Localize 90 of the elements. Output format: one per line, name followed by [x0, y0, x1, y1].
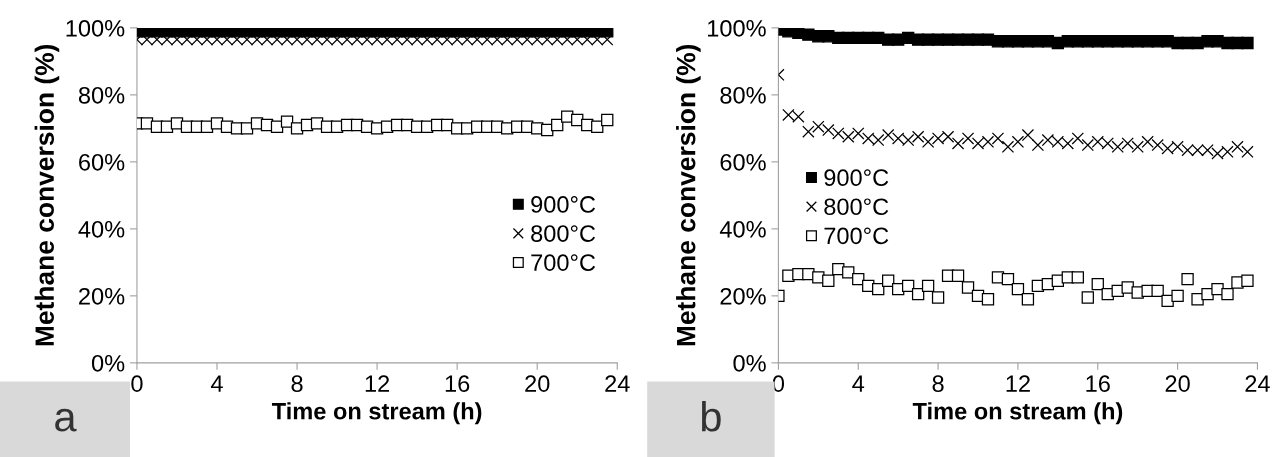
point — [1071, 132, 1084, 145]
x-tick-label: 20 — [1165, 375, 1190, 393]
point — [921, 279, 935, 292]
x-tick-label: 24 — [1245, 375, 1270, 392]
point — [882, 274, 895, 287]
point — [911, 130, 925, 143]
point — [872, 282, 885, 296]
point — [1241, 36, 1254, 50]
point — [901, 279, 915, 292]
legend-label: 800°C — [824, 198, 889, 216]
point — [802, 125, 815, 138]
y-tick-label: 80% — [720, 86, 766, 104]
point — [1031, 138, 1045, 152]
legend-label: 900°C — [824, 169, 889, 187]
point — [842, 130, 855, 143]
point — [1021, 128, 1035, 142]
y-axis-title: Methane conversion (%) — [676, 44, 701, 346]
point — [842, 266, 855, 279]
point — [1001, 140, 1015, 153]
point — [961, 281, 975, 294]
point — [1241, 274, 1254, 287]
point — [1151, 284, 1164, 298]
point — [1231, 140, 1244, 153]
point — [1121, 281, 1134, 294]
point — [551, 118, 564, 132]
x-tick-label: 4 — [210, 375, 223, 392]
point — [1111, 140, 1124, 153]
point — [601, 113, 614, 127]
point — [1011, 135, 1025, 148]
point — [981, 293, 995, 306]
legend-label: 900°C — [531, 196, 596, 213]
x-tick-label: 8 — [932, 375, 944, 393]
point — [1171, 289, 1184, 303]
point — [1091, 277, 1104, 291]
point — [911, 288, 925, 301]
y-tick-label: 20% — [720, 287, 766, 305]
point — [1131, 140, 1144, 153]
y-tick-label: 80% — [78, 86, 125, 104]
x-axis-title: Time on stream (h) — [271, 402, 482, 425]
x-tick-label: 4 — [852, 375, 865, 392]
point — [832, 127, 845, 140]
point — [951, 137, 965, 150]
x-tick-label: 24 — [605, 375, 630, 392]
legend-label: 800°C — [531, 225, 596, 242]
x-tick-label: 16 — [445, 375, 470, 393]
point — [280, 115, 294, 128]
point — [951, 269, 965, 282]
point — [921, 135, 935, 148]
y-tick-label: 0% — [91, 354, 125, 372]
point — [931, 291, 945, 304]
y-tick-label: 40% — [719, 220, 766, 238]
point — [1241, 145, 1254, 158]
y-tick-label: 100% — [66, 19, 125, 37]
point — [822, 123, 835, 137]
x-tick-label: 12 — [1006, 375, 1030, 392]
text: b — [702, 401, 721, 432]
point — [1151, 138, 1164, 152]
point — [1001, 272, 1015, 286]
point — [601, 27, 614, 38]
point — [1081, 138, 1094, 152]
text: a — [55, 408, 77, 432]
y-tick-label: 20% — [79, 287, 125, 305]
x-tick-label: 16 — [1086, 375, 1110, 393]
point — [1081, 291, 1094, 304]
y-axis-title: Methane conversion (%) — [34, 44, 60, 346]
legend-label: 700°C — [824, 227, 889, 245]
point — [1011, 282, 1025, 296]
y-tick-label: 100% — [708, 19, 766, 37]
point — [1181, 272, 1194, 286]
x-tick-label: 0 — [131, 375, 143, 393]
y-tick-label: 40% — [78, 220, 125, 238]
point — [1071, 271, 1084, 284]
point — [822, 274, 835, 287]
y-tick-label: 60% — [720, 153, 766, 171]
point — [1121, 137, 1134, 150]
point — [1141, 135, 1154, 148]
point — [882, 128, 895, 142]
legend-label: 700°C — [531, 254, 596, 271]
point — [991, 132, 1005, 145]
x-tick-label: 20 — [525, 375, 550, 393]
point — [852, 127, 865, 140]
x-axis-title: Time on stream (h) — [912, 402, 1123, 425]
x-tick-label: 12 — [365, 375, 390, 392]
point — [812, 120, 825, 133]
point — [961, 132, 975, 145]
y-tick-label: 0% — [733, 354, 766, 372]
point — [1221, 288, 1234, 301]
y-tick-label: 60% — [79, 153, 125, 171]
point — [1021, 293, 1035, 306]
x-tick-label: 8 — [291, 375, 303, 393]
